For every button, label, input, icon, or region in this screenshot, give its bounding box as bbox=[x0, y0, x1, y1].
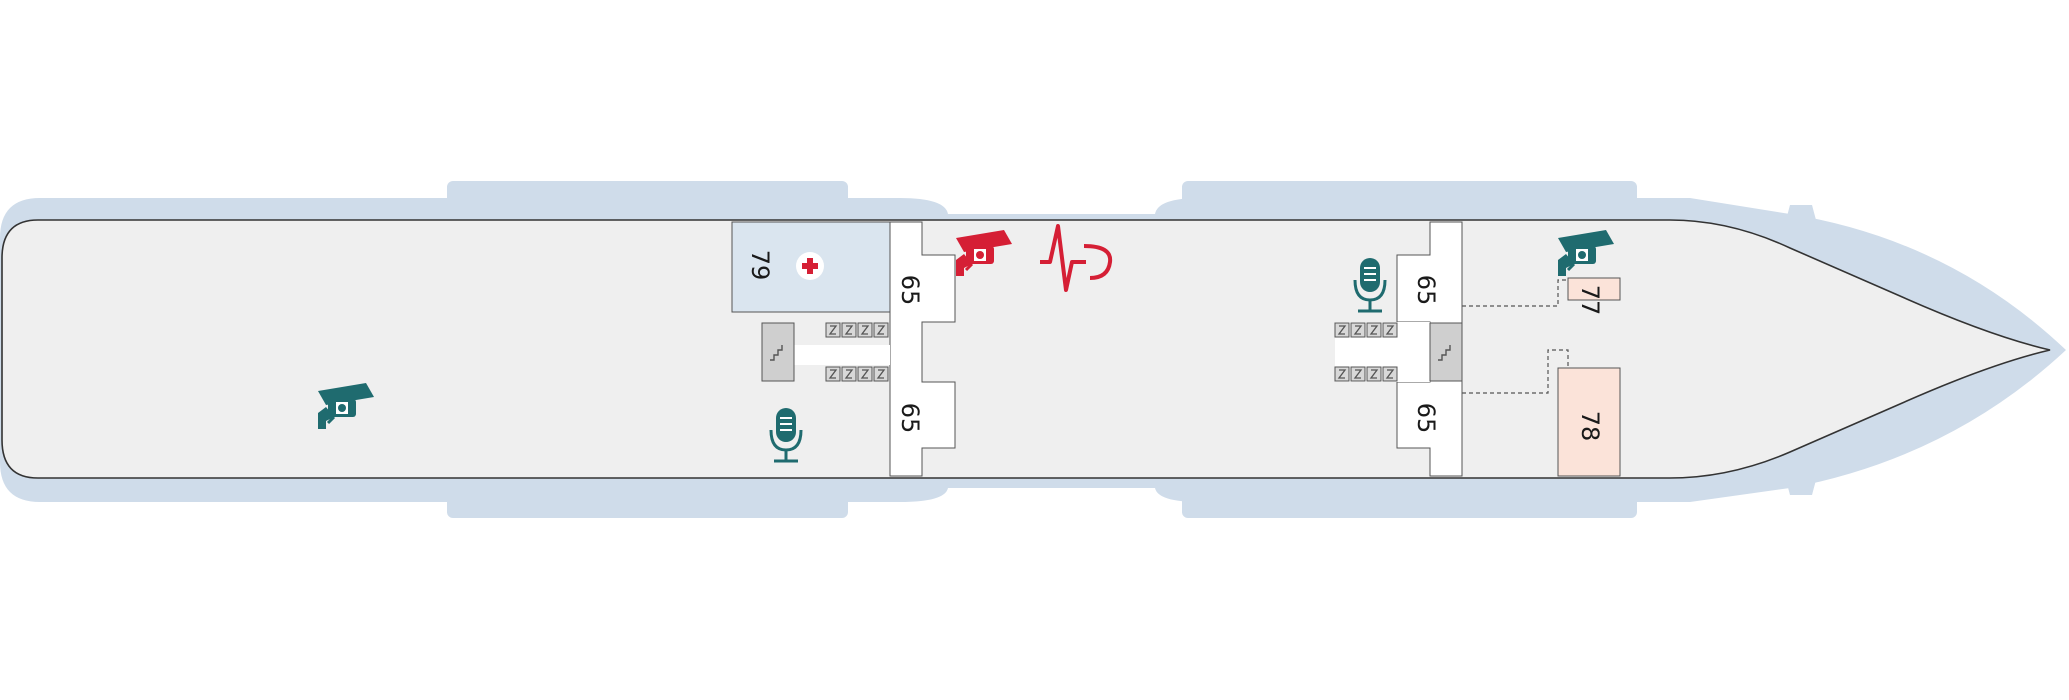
stairs-icon bbox=[1438, 345, 1451, 361]
room-number-65: 65 bbox=[896, 403, 924, 434]
medical-cross-icon bbox=[796, 252, 824, 280]
room-number-65: 65 bbox=[1412, 275, 1440, 306]
aft-corridor bbox=[785, 221, 956, 477]
stairs-icon bbox=[770, 345, 783, 361]
elevator-icon bbox=[1366, 366, 1382, 382]
dashed-route bbox=[1462, 279, 1570, 394]
elevator-icon bbox=[873, 366, 889, 382]
elevator-icon bbox=[1334, 366, 1350, 382]
room-number-79: 79 bbox=[746, 250, 774, 281]
elevator-icon bbox=[1382, 366, 1398, 382]
room-78[interactable]: 78 bbox=[1557, 367, 1621, 477]
elevator-icon bbox=[873, 322, 889, 338]
elevator-icon bbox=[825, 322, 841, 338]
elevator-icon bbox=[1350, 366, 1366, 382]
elevator-icon bbox=[857, 366, 873, 382]
elevator-icon bbox=[841, 322, 857, 338]
room-77[interactable]: 77 bbox=[1567, 277, 1621, 316]
elevator-icon bbox=[1350, 322, 1366, 338]
stairs-aft[interactable] bbox=[761, 322, 795, 382]
medical-center-room[interactable]: 79 bbox=[731, 221, 891, 313]
room-number-77: 77 bbox=[1576, 285, 1604, 316]
elevator-icon bbox=[841, 366, 857, 382]
room-number-78: 78 bbox=[1576, 411, 1604, 442]
room-number-65: 65 bbox=[896, 275, 924, 306]
stairs-forward[interactable] bbox=[1429, 322, 1463, 382]
heartbeat-hook-icon bbox=[1040, 224, 1113, 292]
elevator-icon bbox=[1366, 322, 1382, 338]
elevator-icon bbox=[857, 322, 873, 338]
elevator-icon bbox=[1334, 322, 1350, 338]
room-number-65: 65 bbox=[1412, 403, 1440, 434]
deck-floor bbox=[1, 219, 2051, 479]
elevator-icon bbox=[1382, 322, 1398, 338]
elevator-icon bbox=[825, 366, 841, 382]
